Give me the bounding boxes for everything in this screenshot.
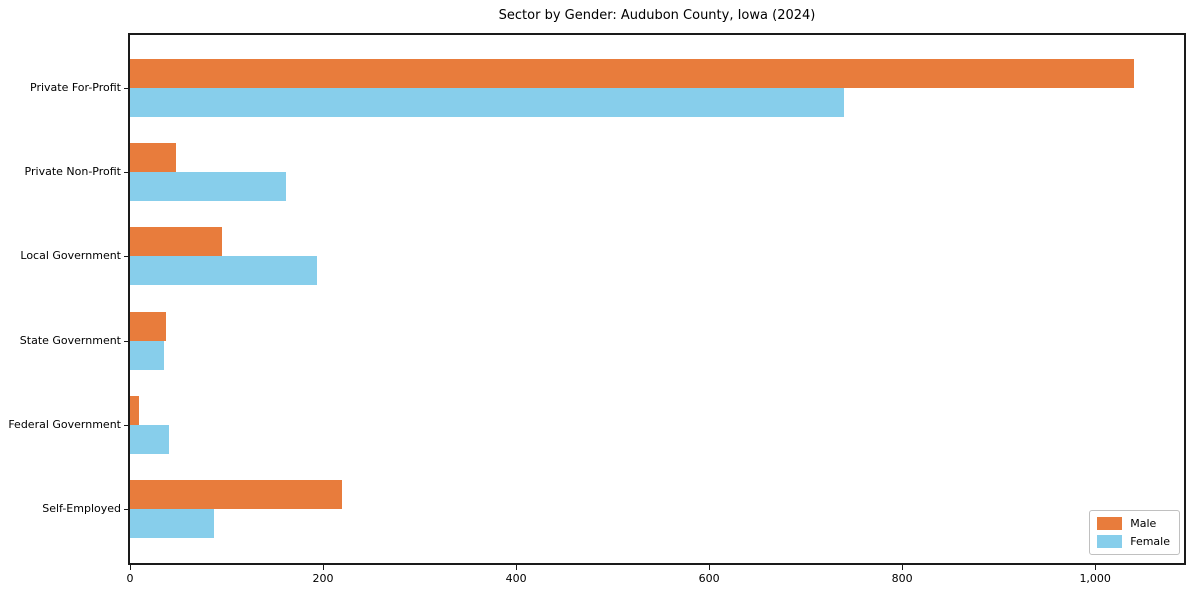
bar-male-local-government (130, 227, 222, 257)
y-tick-local-government (124, 256, 129, 258)
legend-item-male: Male (1097, 517, 1170, 530)
legend-label-female: Female (1130, 535, 1170, 548)
bar-male-state-government (130, 311, 166, 341)
x-tick-800 (902, 565, 904, 570)
legend: Male Female (1089, 510, 1180, 555)
y-axis-label-federal-government: Federal Government (8, 417, 121, 431)
y-tick-self-employed (124, 509, 129, 510)
x-tick-200 (323, 565, 325, 570)
x-axis-label-200: 200 (312, 572, 334, 585)
bar-female-state-government (130, 340, 164, 370)
x-axis-label-800: 800 (891, 572, 913, 585)
bar-male-federal-government (130, 395, 139, 425)
plot-area: Male Female (130, 35, 1184, 563)
bar-male-private-non-profit (130, 143, 177, 173)
legend-swatch-male (1097, 517, 1123, 530)
y-tick-federal-government (124, 424, 129, 426)
bar-female-local-government (130, 256, 318, 286)
chart-title: Sector by Gender: Audubon County, Iowa (… (498, 8, 816, 23)
x-axis-label-400: 400 (505, 572, 527, 585)
bar-male-self-employed (130, 480, 343, 509)
y-axis-label-private-non-profit: Private Non-Profit (24, 165, 121, 179)
bar-female-private-for-profit (130, 88, 845, 117)
x-tick-0 (130, 565, 131, 570)
x-tick-600 (709, 565, 711, 570)
y-tick-private-for-profit (124, 88, 129, 89)
bar-female-self-employed (130, 509, 214, 538)
x-tick-400 (516, 565, 518, 570)
bar-female-private-non-profit (130, 172, 287, 202)
y-tick-private-non-profit (124, 172, 129, 174)
x-axis-label-1000: 1,000 (1079, 572, 1111, 585)
x-tick-1000 (1095, 565, 1097, 570)
y-axis-label-local-government: Local Government (20, 249, 121, 263)
legend-label-male: Male (1130, 517, 1157, 530)
bar-male-private-for-profit (130, 59, 1134, 88)
y-axis-label-self-employed: Self-Employed (42, 502, 121, 515)
legend-item-female: Female (1097, 535, 1170, 548)
x-axis-label-0: 0 (126, 572, 134, 585)
x-axis-label-600: 600 (698, 572, 720, 585)
y-axis-label-private-for-profit: Private For-Profit (30, 81, 121, 94)
y-axis-label-state-government: State Government (19, 333, 121, 347)
y-tick-state-government (124, 340, 129, 342)
legend-swatch-female (1097, 535, 1123, 548)
bar-female-federal-government (130, 424, 169, 454)
